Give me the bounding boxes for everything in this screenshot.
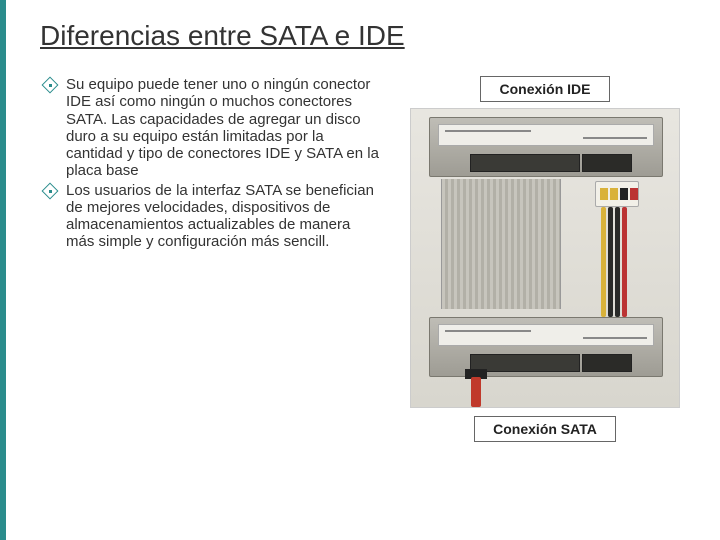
hdd-sata (429, 317, 663, 377)
hdd-sticker (438, 324, 654, 346)
image-label-bottom: Conexión SATA (474, 416, 616, 442)
comparison-photo (410, 108, 680, 408)
wire-yellow (601, 207, 606, 317)
bullet-list: Su equipo puede tener uno o ningún conec… (40, 76, 380, 251)
image-column: Conexión IDE (400, 76, 690, 442)
hdd-sticker (438, 124, 654, 146)
slide: Diferencias entre SATA e IDE Su equipo p… (0, 0, 720, 462)
accent-bar (0, 0, 6, 540)
slide-title: Diferencias entre SATA e IDE (40, 20, 690, 52)
image-label-top: Conexión IDE (480, 76, 609, 102)
ide-ribbon-cable (441, 179, 561, 309)
bullet-item: Los usuarios de la interfaz SATA se bene… (40, 182, 380, 251)
wire-black (615, 207, 620, 317)
text-column: Su equipo puede tener uno o ningún conec… (40, 76, 380, 442)
sata-cable (471, 377, 481, 407)
sata-power-area (582, 354, 632, 372)
content-row: Su equipo puede tener uno o ningún conec… (40, 76, 690, 442)
molex-connector (595, 181, 639, 207)
molex-wires (601, 207, 629, 317)
molex-port (582, 154, 632, 172)
wire-red (622, 207, 627, 317)
wire-black (608, 207, 613, 317)
hdd-ide (429, 117, 663, 177)
ide-port (470, 154, 580, 172)
bullet-item: Su equipo puede tener uno o ningún conec… (40, 76, 380, 180)
